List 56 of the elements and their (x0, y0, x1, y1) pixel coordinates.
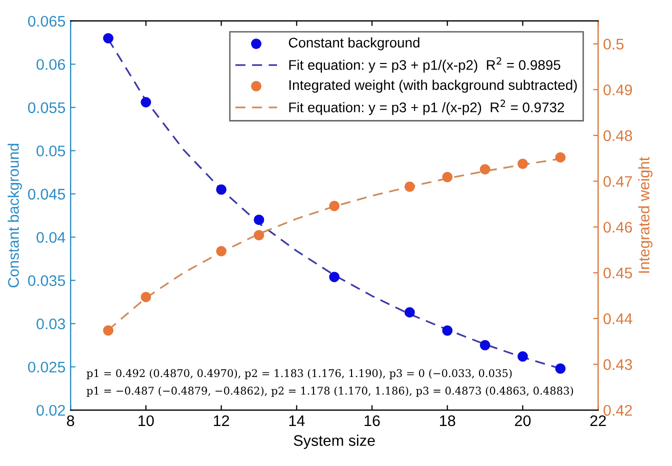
annotation: p1 = −0.487 (−0.4879, −0.4862), p2 = 1.178 (1.170, 1.186), p3 = 0.4873 (0.4863, 0.4883) (86, 386, 574, 397)
y-tick-label: 0.06 (36, 59, 66, 70)
x-tick-label: 14 (289, 416, 305, 426)
point (442, 172, 453, 182)
y-tick-label: 0.025 (28, 362, 66, 373)
y-tick-label: 0.03 (36, 318, 66, 330)
point (140, 292, 152, 302)
x-tick-label: 8 (66, 415, 74, 426)
y-tick-label: 0.065 (28, 16, 66, 27)
legend-label: Fit equation: y = p3 + p1 /(x-p2) R$^{2}$ = 0.9732 (289, 100, 564, 116)
y-tick-label: 0.035 (28, 275, 66, 286)
y2-tick-label: 0.44 (604, 313, 632, 324)
y-tick-label: 0.045 (28, 188, 66, 200)
y2-tick-label: 0.45 (604, 268, 632, 278)
y2-tick-label: 0.47 (604, 176, 632, 187)
x-tick-label: 10 (138, 415, 154, 426)
y-axis-title: Constant background (8, 144, 22, 288)
x-tick-label: 12 (214, 415, 230, 426)
y2-tick-label: 0.49 (604, 84, 632, 96)
point (442, 325, 453, 336)
point (140, 97, 152, 108)
point (254, 214, 264, 226)
y2-tick-label: 0.43 (604, 359, 632, 370)
y2-tick-label: 0.42 (604, 404, 632, 416)
point (555, 363, 566, 374)
point (103, 325, 114, 336)
y2-tick-label: 0.46 (604, 222, 632, 233)
legend-label: Constant background (288, 37, 420, 50)
y2-axis-title: Integrated weight (638, 157, 652, 273)
x-axis-title: System size (294, 434, 375, 449)
point (555, 152, 566, 163)
legend-label: Integrated weight (with background subtracted) (289, 80, 577, 93)
point (329, 272, 340, 282)
point (329, 200, 340, 212)
y2-tick-label: 0.48 (604, 130, 632, 142)
point (216, 184, 226, 195)
y-tick-label: 0.04 (36, 232, 66, 243)
point (404, 307, 415, 318)
x-tick-label: 22 (590, 415, 606, 426)
y-tick-label: 0.02 (36, 404, 65, 416)
annotation: p1 = 0.492 (0.4870, 0.4970), p2 = 1.183 (1.176, 1.190), p3 = 0 (−0.033, 0.035) (86, 368, 512, 380)
y2-tick-label: 0.5 (604, 38, 624, 50)
x-tick-label: 20 (514, 415, 531, 426)
x-tick-label: 18 (440, 415, 456, 426)
y-tick-label: 0.05 (36, 146, 66, 156)
point (254, 230, 264, 240)
point (518, 158, 528, 169)
point (103, 33, 114, 44)
point (480, 340, 490, 350)
legend-label: Fit equation: y = p3 + p1/(x-p2) R$^{2}$ = 0.9895 (289, 57, 560, 73)
y-tick-label: 0.055 (28, 102, 66, 114)
point (216, 246, 226, 256)
point (518, 351, 528, 362)
x-tick-label: 16 (364, 415, 380, 426)
point (404, 181, 415, 192)
point (480, 164, 490, 174)
